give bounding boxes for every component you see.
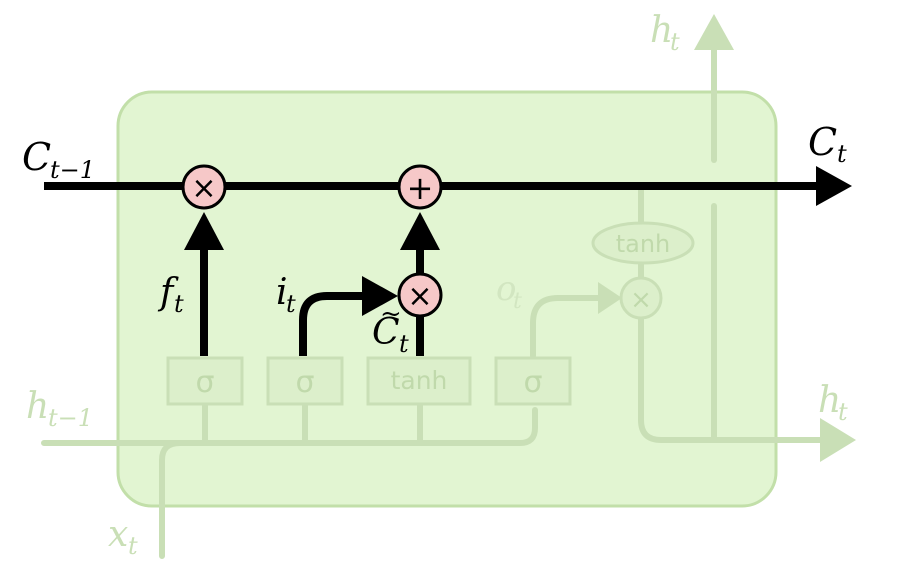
op-add-label: + — [407, 169, 434, 207]
op-add: + — [397, 164, 443, 210]
op-forget-mul: × — [181, 164, 227, 210]
gate-candidate-label: tanh — [391, 366, 448, 395]
input-gate-arrowhead — [362, 276, 398, 316]
svg-text:t: t — [838, 398, 848, 426]
gate-forget: σ — [166, 356, 244, 406]
op-input-mul-label: × — [407, 279, 432, 314]
label-x-in: x t — [108, 514, 138, 560]
label-o: o t — [496, 269, 522, 314]
svg-text:x: x — [108, 514, 128, 555]
label-c-next: C t — [808, 120, 847, 168]
op-output-mul: × — [619, 276, 663, 320]
op-forget-mul-label: × — [191, 171, 216, 206]
label-h-prev: h t−1 — [26, 386, 93, 432]
gate-output: σ — [494, 356, 572, 406]
gate-output-tanh-label: tanh — [616, 230, 671, 258]
svg-text:t: t — [837, 140, 847, 168]
input-mul-arrowhead — [400, 212, 440, 250]
svg-text:t: t — [670, 28, 680, 56]
faded-arrowheads — [598, 14, 856, 462]
svg-text:t: t — [399, 330, 409, 358]
svg-text:C: C — [22, 135, 51, 179]
gate-output-label: σ — [523, 365, 542, 400]
gate-forget-label: σ — [195, 365, 214, 400]
svg-text:t−1: t−1 — [48, 404, 93, 432]
input-gate-arrow — [299, 292, 366, 356]
op-output-mul-label: × — [630, 285, 652, 315]
svg-text:~: ~ — [380, 299, 402, 329]
svg-text:h: h — [650, 10, 673, 51]
gate-input-label: σ — [295, 365, 314, 400]
forget-arrowhead — [184, 212, 224, 250]
svg-text:h: h — [818, 380, 841, 421]
label-h-next: h t — [818, 380, 848, 426]
svg-text:t: t — [174, 290, 184, 318]
label-c-tilde: C ~ t — [372, 299, 409, 358]
svg-text:t: t — [513, 289, 522, 314]
faded-paths — [41, 45, 831, 559]
label-c-prev: C t−1 — [22, 135, 95, 184]
label-i: i t — [276, 272, 296, 318]
label-h-top: h t — [650, 10, 680, 56]
svg-text:t−1: t−1 — [50, 156, 95, 184]
svg-text:C: C — [372, 312, 400, 353]
gate-candidate: tanh — [366, 356, 472, 406]
svg-text:t: t — [286, 290, 296, 318]
cell-state-arrowhead — [816, 166, 852, 206]
op-input-mul: × — [397, 272, 443, 318]
svg-text:C: C — [808, 120, 837, 164]
gate-output-tanh: tanh — [591, 221, 695, 265]
svg-text:h: h — [26, 386, 49, 427]
svg-text:i: i — [276, 272, 288, 313]
svg-text:t: t — [128, 532, 138, 560]
svg-text:o: o — [496, 269, 516, 309]
gate-input: σ — [266, 356, 344, 406]
